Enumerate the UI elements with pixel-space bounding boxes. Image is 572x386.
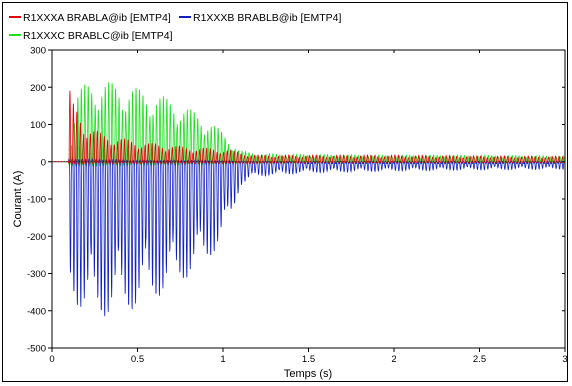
x-tick-label: 0 [49, 354, 54, 365]
plot-area [51, 49, 566, 349]
y-tick-label: -100 [27, 195, 46, 206]
legend: R1XXXA BRABLA@ib [EMTP4] R1XXXB BRABLB@i… [9, 12, 341, 42]
y-tick-label: 100 [30, 120, 46, 131]
y-tick-label: 200 [30, 83, 46, 94]
x-tick-label: 1 [220, 354, 225, 365]
x-tick-label: 1.5 [302, 354, 315, 365]
ticks-layer: 0 0.5 1 1.5 2 2.5 3 300 200 100 0 -100 -200 -300 -400 -… [27, 46, 568, 366]
legend-label-a: R1XXXA BRABLA@ib [EMTP4] [23, 12, 171, 24]
y-tick-label: 0 [41, 157, 46, 168]
series-line-1 [52, 90, 566, 165]
x-tick-label: 2.5 [473, 354, 486, 365]
x-tick-label: 2 [391, 354, 396, 365]
current-chart: R1XXXA BRABLA@ib [EMTP4] R1XXXB BRABLB@i… [9, 12, 568, 380]
y-tick-label: -300 [27, 269, 46, 280]
series-layer [52, 82, 566, 317]
y-tick-label: -400 [27, 306, 46, 317]
x-axis-label: Temps (s) [284, 368, 332, 380]
y-axis-label: Courant (A) [12, 171, 24, 228]
y-tick-label: -500 [27, 344, 46, 355]
chart-frame: R1XXXA BRABLA@ib [EMTP4] R1XXXB BRABLB@i… [2, 2, 568, 382]
y-tick-label: 300 [30, 46, 46, 57]
legend-label-c: R1XXXC BRABLC@ib [EMTP4] [23, 30, 173, 42]
x-tick-label: 0.5 [131, 354, 144, 365]
legend-label-b: R1XXXB BRABLB@ib [EMTP4] [193, 12, 341, 24]
y-tick-label: -200 [27, 232, 46, 243]
x-tick-label: 3 [562, 354, 567, 365]
